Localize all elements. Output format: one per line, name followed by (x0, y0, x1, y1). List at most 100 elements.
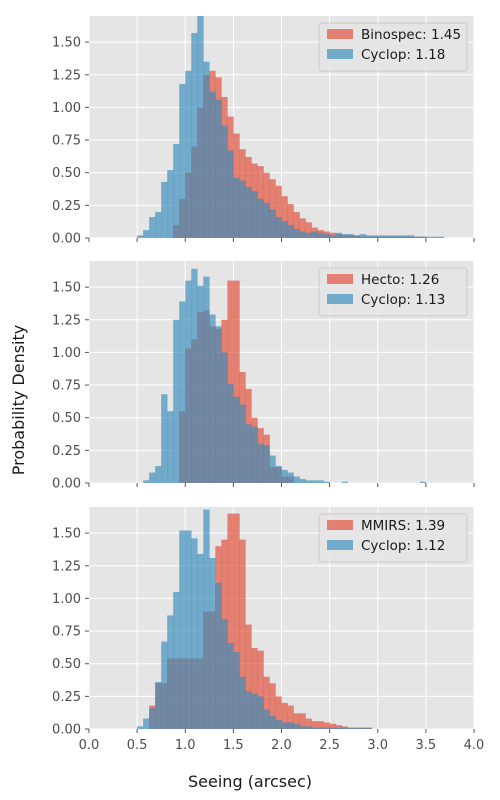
histogram-bar (179, 301, 186, 483)
x-tick-label: 0.0 (79, 738, 100, 753)
legend-swatch (327, 274, 353, 284)
histogram-bar (317, 721, 324, 729)
legend-swatch (327, 520, 353, 530)
histogram-bar (137, 235, 144, 238)
legend-swatch (327, 294, 353, 304)
histogram-bar (299, 713, 306, 729)
histogram-bar (215, 582, 222, 729)
histogram-bar (269, 715, 276, 729)
histogram-bar (251, 426, 258, 483)
histogram-bar (185, 530, 192, 729)
histogram-bar (275, 217, 282, 238)
x-tick-label: 4.0 (464, 738, 485, 753)
legend-frame (318, 22, 468, 72)
histogram-bar (287, 472, 294, 483)
histogram-bar (341, 481, 348, 483)
histogram-bar (227, 513, 234, 729)
histogram-bar (251, 190, 258, 238)
histogram-bar (197, 285, 204, 483)
histogram-bar (269, 683, 276, 729)
histogram-bar (239, 539, 246, 729)
histogram-bar (173, 591, 180, 729)
histogram-bar (323, 234, 330, 238)
histogram-bar (335, 725, 342, 729)
histogram-bar (227, 150, 234, 238)
y-tick-label: 0.25 (52, 444, 81, 459)
histogram-bar (221, 619, 228, 729)
x-tick-label: 2.0 (271, 738, 292, 753)
histogram-bar (263, 676, 270, 729)
x-tick-label: 0.5 (127, 738, 148, 753)
histogram-bar (185, 280, 192, 483)
histogram-bar (317, 727, 324, 729)
histogram-bar (203, 509, 210, 729)
legend-label: Cyclop: 1.18 (361, 47, 445, 63)
histogram-bar (305, 232, 312, 238)
legend-swatch (327, 540, 353, 550)
y-tick-label: 0.25 (52, 199, 81, 214)
histogram-bar (371, 235, 379, 238)
histogram-bar (311, 231, 318, 238)
y-tick-label: 0.25 (52, 690, 81, 705)
y-tick-label: 0.75 (52, 625, 81, 640)
histogram-bar (233, 280, 240, 483)
histogram-bar (359, 234, 367, 238)
histogram-bar (239, 676, 246, 729)
histogram-bar (323, 727, 330, 729)
x-tick-label: 2.5 (319, 738, 340, 753)
histogram-bar (263, 709, 270, 729)
x-tick-label: 3.0 (367, 738, 388, 753)
histogram-bar (287, 224, 294, 238)
y-tick-label: 1.00 (52, 346, 81, 361)
histogram-bar (365, 727, 373, 729)
histogram-bar (281, 196, 288, 238)
histogram-bar (347, 727, 354, 729)
y-tick-label: 1.50 (52, 527, 81, 542)
histogram-bar (173, 319, 180, 483)
legend-frame (318, 513, 468, 563)
histogram-bar (431, 236, 439, 238)
histogram-bar (347, 234, 354, 238)
histogram-bar (143, 480, 150, 483)
histogram-bar (305, 480, 312, 483)
histogram-bar (227, 642, 234, 729)
y-tick-label: 0.00 (52, 232, 81, 247)
histogram-bar (287, 705, 294, 729)
legend: Binospec: 1.45 Cyclop: 1.18 (318, 22, 468, 72)
histogram-bar (233, 513, 240, 729)
histogram-bar (299, 479, 306, 483)
histogram-bar (149, 217, 156, 238)
y-tick-label: 0.00 (52, 723, 81, 738)
histogram-bar (263, 445, 270, 483)
histogram-bar (419, 236, 427, 238)
histogram-bar (305, 222, 312, 238)
histogram-bar (269, 209, 276, 238)
y-axis-title: Probability Density (9, 325, 28, 476)
histogram-bar (293, 713, 300, 729)
histogram-bar (317, 232, 324, 238)
histogram-bar (293, 211, 300, 238)
histogram-bar (299, 231, 306, 238)
x-tick-label: 1.5 (223, 738, 244, 753)
histogram-bar (299, 726, 306, 729)
histogram-bar (257, 198, 264, 238)
legend-label: Hecto: 1.26 (361, 272, 439, 288)
histogram-bar (245, 691, 252, 729)
histogram-bar (281, 722, 288, 729)
x-axis-title: Seeing (arcsec) (188, 772, 312, 791)
histogram-bar (227, 383, 234, 483)
histogram-bar (305, 718, 312, 729)
y-tick-label: 0.75 (52, 379, 81, 394)
histogram-bar (245, 624, 252, 729)
histogram-bar (161, 181, 168, 238)
histogram-bar (329, 727, 336, 729)
chart-panel-2: 0.00 0.25 0.50 0.75 1.00 1.25 1.50 Hecto: 1.26 C… (52, 261, 475, 492)
bars (137, 16, 445, 238)
y-tick-label: 1.25 (52, 68, 81, 83)
histogram-bar (353, 727, 361, 729)
histogram-bar (209, 557, 216, 729)
histogram-bar (341, 727, 348, 729)
histogram-bar (365, 235, 373, 238)
histogram-bar (215, 99, 222, 238)
histogram-bar (149, 708, 156, 729)
